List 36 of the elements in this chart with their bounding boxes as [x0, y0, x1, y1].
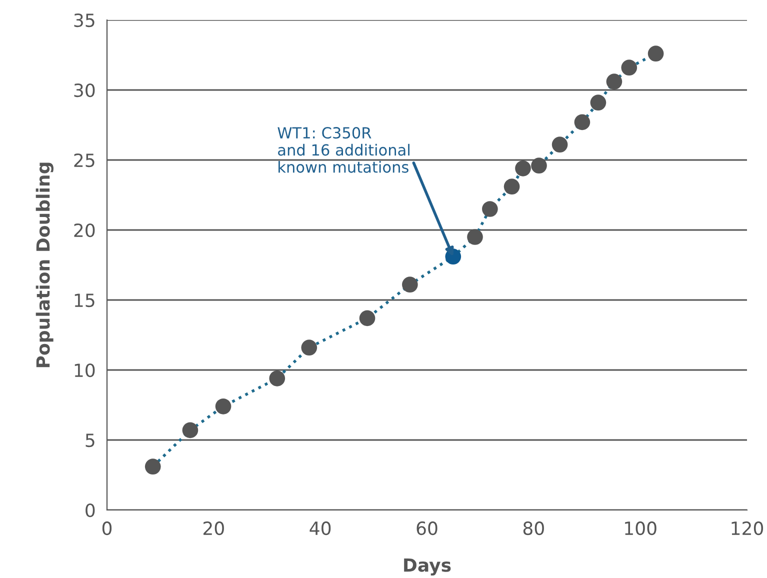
- point: [402, 276, 418, 293]
- x-axis-title: Days: [404, 558, 451, 576]
- y-tick-label: 15: [74, 294, 94, 308]
- y-tick-label: 0: [86, 503, 95, 518]
- point: [574, 114, 590, 130]
- x-tick-label: 40: [310, 521, 331, 536]
- point: [606, 74, 622, 90]
- point: [648, 46, 664, 62]
- y-tick-label: 25: [74, 153, 94, 168]
- point: [182, 422, 198, 438]
- point: [531, 158, 547, 174]
- y-tick-label: 35: [74, 13, 94, 28]
- x-tick-label: 120: [732, 521, 764, 536]
- point: [515, 160, 531, 176]
- y-tick-label: 30: [74, 83, 95, 98]
- point: [590, 94, 606, 111]
- point: [301, 340, 318, 356]
- y-tick-label: 10: [74, 363, 95, 378]
- point: [359, 310, 376, 326]
- y-axis-title: Population Doubling: [36, 162, 54, 368]
- point: [482, 201, 498, 217]
- x-tick-label: 80: [523, 521, 544, 536]
- point: [621, 60, 638, 76]
- x-tick-label: 20: [204, 521, 224, 536]
- point: [552, 136, 568, 153]
- point: [504, 178, 520, 195]
- y-tick-label: 5: [86, 434, 94, 448]
- point: [215, 398, 232, 414]
- x-tick-label: 0: [102, 521, 112, 536]
- x-tick-label: 100: [625, 521, 656, 536]
- x-tick-label: 60: [416, 521, 438, 536]
- point: [467, 229, 483, 245]
- point: [269, 370, 286, 386]
- annotation: WT1: C350R and 16 additional known mutations: [278, 127, 410, 173]
- y-tick-label: 20: [74, 223, 95, 238]
- point: [144, 458, 161, 475]
